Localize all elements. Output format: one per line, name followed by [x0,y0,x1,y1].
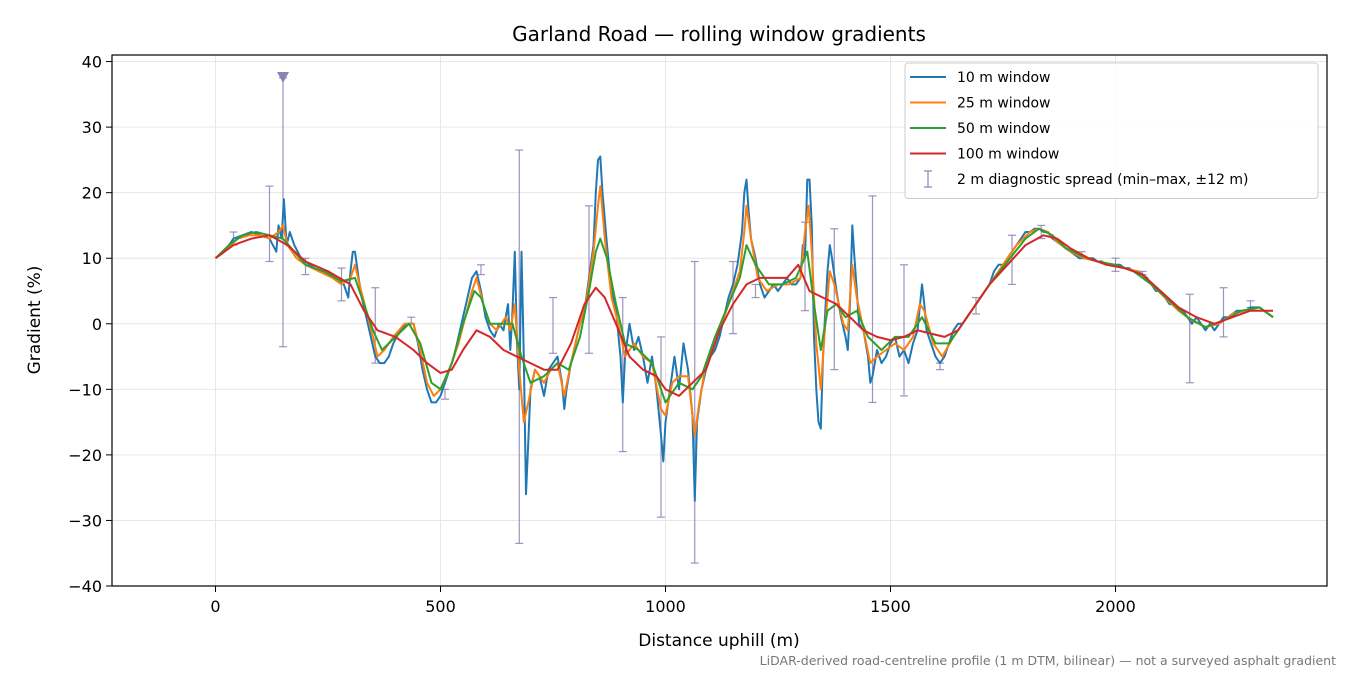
series-line-10m [214,155,1274,502]
error-bar [477,264,485,276]
y-axis-label: Gradient (%) [25,266,45,375]
y-tick-label: 10 [82,249,102,268]
footnote: LiDAR-derived road-centreline profile (1… [760,653,1336,668]
error-bar [900,264,908,397]
error-bar [407,316,416,325]
error-bar [265,185,274,263]
series-line-100m [214,234,1273,397]
x-tick-label: 0 [210,597,220,616]
chart-title: Garland Road — rolling window gradients [512,22,926,46]
error-bar [618,296,627,453]
x-tick-label: 1500 [870,597,911,616]
y-tick-label: 30 [82,118,102,137]
legend: 10 m window 25 m window 50 m window 100 m w… [904,62,1319,199]
error-bar [729,260,737,335]
x-tick-label: 1000 [645,597,686,616]
y-ticks: 40 30 20 10 0 −10 −20 −30 −40 [68,53,112,596]
y-tick-label: −10 [68,380,102,399]
x-axis-label: Distance uphill (m) [638,631,799,651]
x-tick-label: 500 [425,597,456,616]
legend-label: 25 m window [957,96,1050,112]
legend-label: 100 m window [957,147,1059,163]
outlier-marker [277,71,289,83]
legend-box [904,62,1319,199]
series-line-50m [214,227,1274,404]
y-tick-label: −30 [68,511,102,530]
error-bar [549,296,557,354]
legend-swatch [924,170,932,188]
error-bar [751,283,760,299]
legend-label: 10 m window [957,70,1050,86]
error-bar [1185,293,1194,384]
series-line-25m [214,185,1274,437]
error-bar [690,260,699,564]
plot-frame [111,54,1328,587]
x-ticks: 0 500 1000 1500 2000 [210,586,1136,616]
legend-label: 2 m diagnostic spread (min–max, ±12 m) [957,172,1248,188]
error-bar [868,195,877,404]
legend-label: 50 m window [957,121,1050,137]
y-tick-label: −20 [68,446,102,465]
series-layer [214,71,1274,564]
y-tick-label: −40 [68,577,102,596]
x-tick-label: 2000 [1095,597,1136,616]
error-bar [830,228,839,371]
y-tick-label: 40 [82,53,102,72]
y-tick-label: 20 [82,184,102,203]
y-tick-label: 0 [92,315,102,334]
error-bar [1219,287,1228,338]
